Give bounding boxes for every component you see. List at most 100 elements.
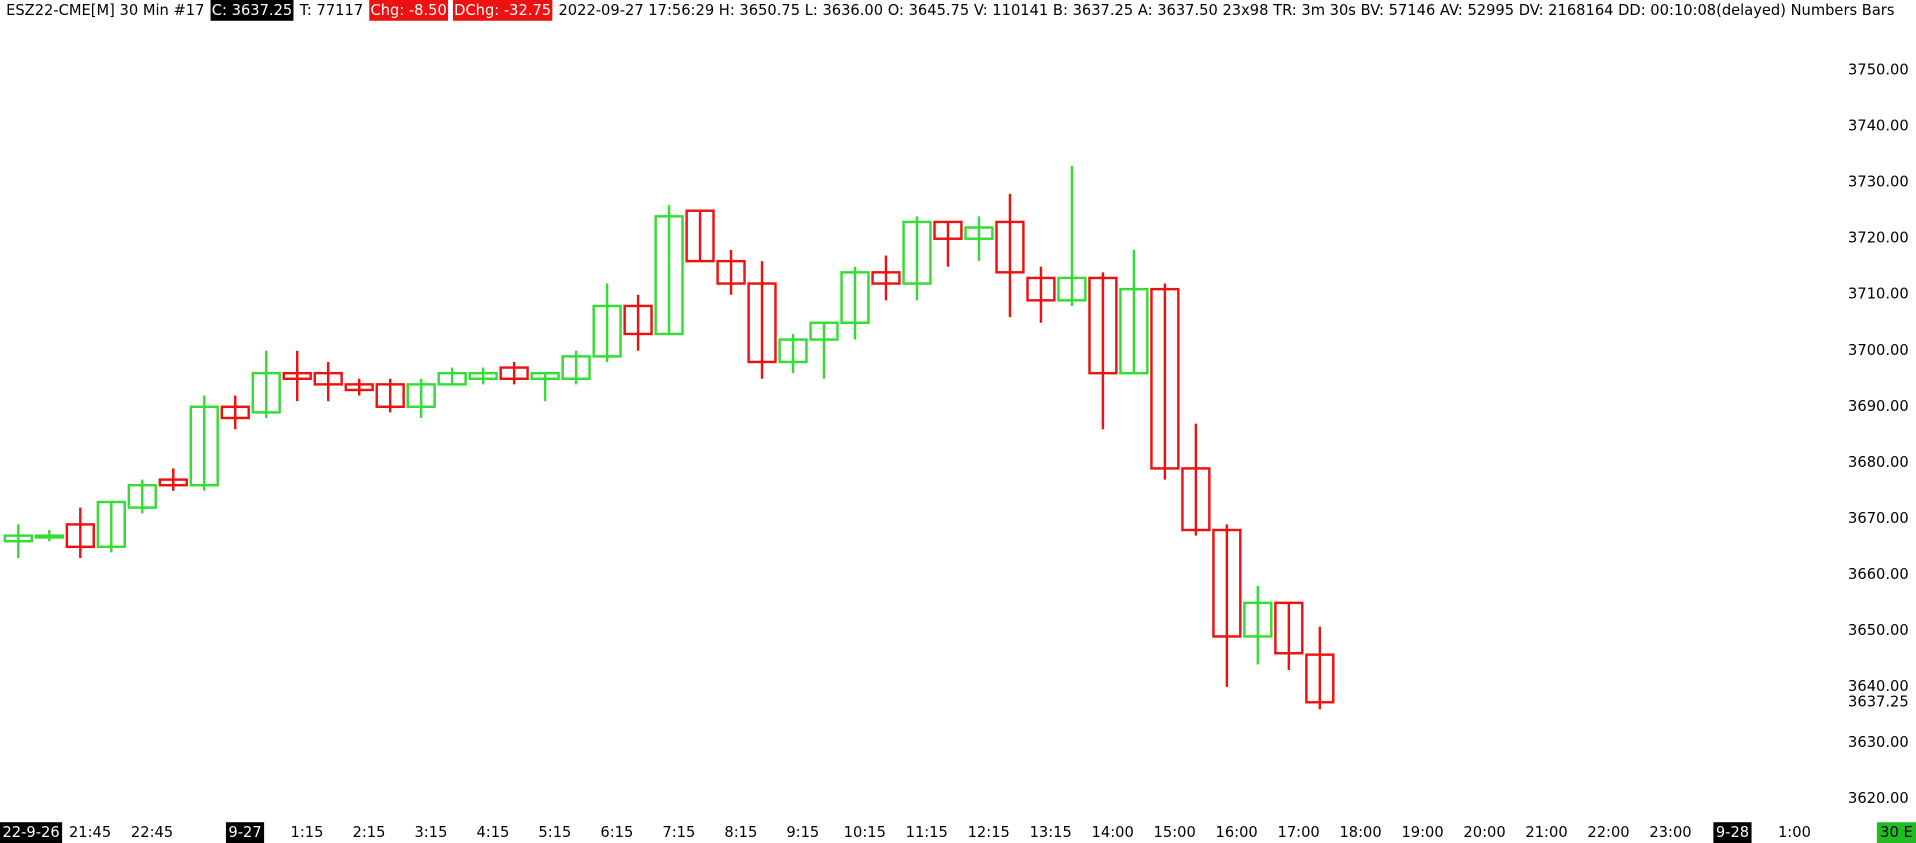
y-tick-label: 3620.00 [1848,790,1909,807]
header-close: C: 3637.25 [212,2,292,19]
y-tick-label: 3720.00 [1848,230,1909,247]
candle-body [127,483,157,509]
candle-body [623,304,653,336]
y-tick-label: 3660.00 [1848,566,1909,583]
candle-body [809,321,839,341]
candle-body [716,259,746,285]
x-tick-label: 17:00 [1278,824,1320,841]
header-box [452,0,553,21]
y-tick-label: 3690.00 [1848,398,1909,415]
header-trades: T: 77117 [299,2,364,19]
y-tick-label: 3680.00 [1848,454,1909,471]
x-tick-label: 15:00 [1154,824,1196,841]
candle-body [34,534,64,539]
candle-body [995,220,1025,274]
candle-body [344,383,374,392]
x-tick-label: 19:00 [1401,824,1443,841]
y-tick-label: 3740.00 [1848,118,1909,135]
candle-body [158,478,188,487]
x-tick-label: 6:15 [600,824,633,841]
candle-body [654,215,684,336]
x-tick-label: 22-9-26 [2,824,59,841]
x-tick-label: 8:15 [724,824,757,841]
candle-body [1181,467,1211,532]
candle-body [1243,601,1273,638]
candle-body [499,366,529,380]
candle-body [902,220,932,285]
y-tick-label: 3630.00 [1848,734,1909,751]
y-tick-label: 3700.00 [1848,342,1909,359]
header: ESZ22-CME[M] 30 Min #17 C: 3637.25 T: 7711… [6,0,1894,21]
x-tick-label: 16:00 [1216,824,1258,841]
header-symbol: ESZ22-CME[M] 30 Min #17 [6,2,204,19]
x-tick-label: 22:00 [1587,824,1629,841]
candle-body [282,371,312,380]
candle-body [1057,276,1087,302]
x-tick-label: 5:15 [538,824,571,841]
x-tick-label: 21:45 [69,824,111,841]
x-tick-label: 21:00 [1525,824,1567,841]
x-tick-label: 9-28 [1716,824,1749,841]
header-chg: Chg: -8.50 [370,2,446,19]
candle-body [778,338,808,364]
x-tick-label: 1:15 [291,824,324,841]
candle-body [437,371,467,386]
y-tick-label: 3750.00 [1848,62,1909,79]
candle-body [592,304,622,358]
x-tick-label: 9-27 [228,824,261,841]
status-box [1876,822,1916,843]
x-tick-label: 13:15 [1030,824,1072,841]
x-tick-label: 22:45 [131,824,173,841]
x-tick-label: 12:15 [968,824,1010,841]
x-tick-label: 2:15 [353,824,386,841]
candle-body [468,371,498,380]
candle-body [1026,276,1056,302]
x-tick-label: 20:00 [1463,824,1505,841]
candle-body [840,271,870,324]
header-box [369,0,449,21]
candle-body [933,220,963,240]
candle-body [189,405,219,487]
candle-body [375,383,405,409]
y-tick-label: 3650.00 [1848,622,1909,639]
candle-body [530,371,560,380]
candle-body [964,226,994,240]
x-tick-label: 7:15 [662,824,695,841]
candle-body [1274,601,1304,655]
x-tick-label: 11:15 [906,824,948,841]
candle-body [96,500,126,549]
y-tick-label: 3670.00 [1848,510,1909,527]
candle-body [1305,653,1335,704]
candle-body [1150,287,1180,470]
header-details: 2022-09-27 17:56:29 H: 3650.75 L: 3636.0… [558,2,1894,19]
status: 30 E [1880,824,1913,841]
y-tick-label: 3710.00 [1848,286,1909,303]
x-tick-label: 18:00 [1339,824,1381,841]
x-tick-label: 9:15 [786,824,819,841]
candle-body [313,371,343,386]
x-tick-label: 10:15 [844,824,886,841]
candle-body [685,209,715,263]
candle-body [561,355,591,380]
x-tick-label: 4:15 [476,824,509,841]
x-tick-label: 1:00 [1778,824,1811,841]
candle-body [220,405,250,420]
candle-body [3,534,33,543]
candle-body [65,523,95,549]
date-box [225,822,265,843]
candle-body [251,371,281,414]
last-price-label: 3637.25 [1848,693,1909,710]
x-tick-label: 3:15 [414,824,447,841]
y-tick-label: 3640.00 [1848,678,1909,695]
candle-body [871,271,901,285]
candle-body [747,282,777,364]
x-tick-label: 23:00 [1649,824,1691,841]
header-box [210,0,294,21]
candle-body [1088,276,1118,375]
x-tick-label: 14:00 [1092,824,1134,841]
date-box [0,822,63,843]
candle-body [406,383,436,409]
header-dchg: DChg: -32.75 [454,2,551,19]
